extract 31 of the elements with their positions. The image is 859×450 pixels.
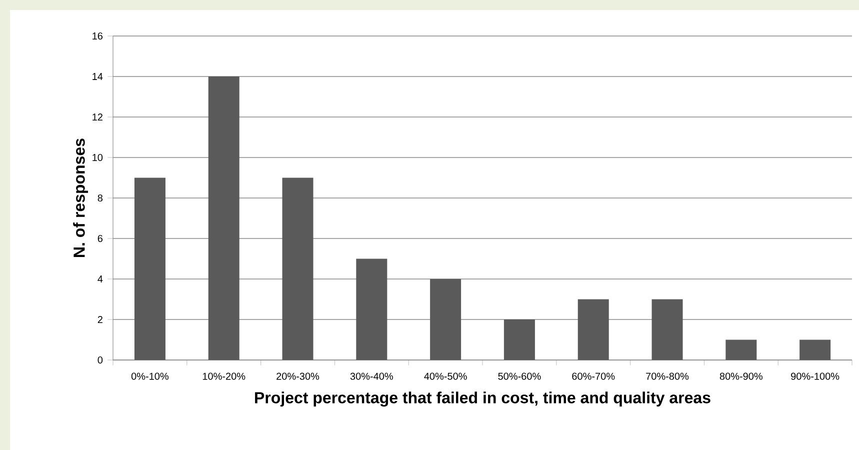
x-tick-label: 40%-50% [424,372,467,380]
y-tick-label: 8 [98,194,103,202]
bar [208,76,240,360]
x-axis-title: Project percentage that failed in cost, time and quality areas [255,392,710,407]
bar [578,299,609,360]
bar [652,299,683,360]
bar [504,320,535,360]
y-tick-label: 14 [92,73,103,80]
bar [282,178,314,360]
y-tick-label: 16 [92,32,103,40]
x-tick-label: 80%-90% [720,372,762,380]
x-tick-label: 70%-80% [646,372,689,380]
bar [800,340,831,360]
x-tick-label: 50%-60% [498,372,541,380]
bar [134,178,166,360]
bar [356,258,388,360]
bar [726,340,757,360]
x-tick-label: 90%-100% [791,372,840,380]
y-tick-label: 6 [98,234,103,242]
y-tick-label: 12 [92,114,102,120]
y-tick-label: 2 [98,316,102,323]
x-tick-label: 10%-20% [202,372,246,380]
y-axis-title: N. of responses [73,138,88,257]
y-tick-label: 4 [98,276,103,282]
x-tick-label: 20%-30% [276,372,320,380]
y-tick-label: 10 [92,154,103,162]
y-tick-label: 0 [98,356,103,364]
x-tick-label: 0%-10% [131,372,168,380]
x-tick-label: 60%-70% [572,372,615,380]
bar [430,279,462,360]
x-tick-label: 30%-40% [350,372,393,380]
